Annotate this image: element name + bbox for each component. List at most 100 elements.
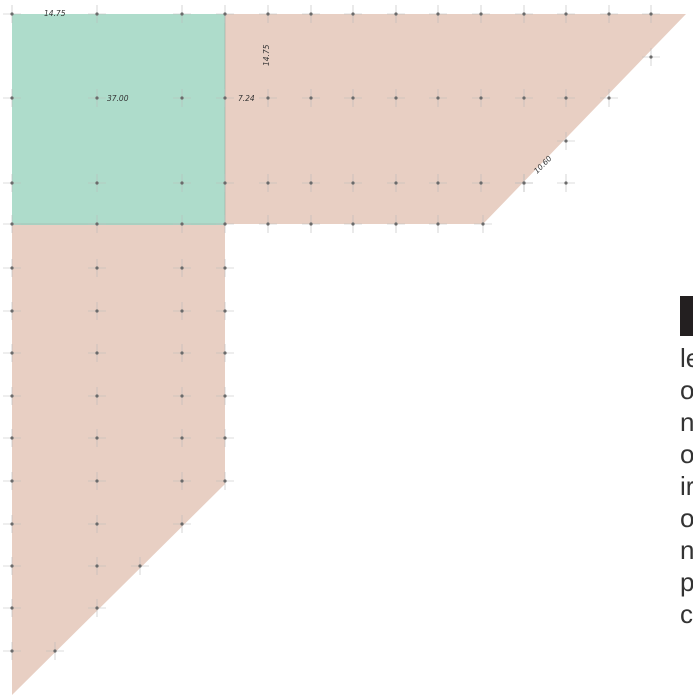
grid-node [131,557,149,575]
grid-node [474,215,492,233]
grid-node [173,344,191,362]
grid-node [216,344,234,362]
grid-node [387,5,405,23]
grid-node [216,215,234,233]
grid-node [259,5,277,23]
dimension-label-top-left: 14.75 [44,9,66,18]
side-text-line: le [680,343,693,373]
grid-node [88,344,106,362]
grid-node [173,259,191,277]
grid-node [88,174,106,192]
grid-node [344,215,362,233]
grid-node [259,215,277,233]
grid-node [173,472,191,490]
grid-node [3,302,21,320]
grid-node [173,215,191,233]
dimension-label-gap-width: 7.24 [238,94,255,103]
grid-node [387,89,405,107]
grid-node [46,642,64,660]
grid-node [216,302,234,320]
side-text-line: ir [680,471,693,501]
grid-node [515,5,533,23]
grid-node [88,302,106,320]
grid-node [88,515,106,533]
grid-node [88,387,106,405]
grid-node [3,599,21,617]
grid-node [3,557,21,575]
side-text-line: o [680,439,693,469]
grid-node [216,5,234,23]
grid-node [259,89,277,107]
grid-node [88,472,106,490]
grid-node [557,5,575,23]
grid-node [302,5,320,23]
grid-node [3,5,21,23]
grid-node [557,174,575,192]
grid-node [600,89,618,107]
grid-node [88,5,106,23]
grid-node [216,174,234,192]
grid-node [3,515,21,533]
grid-node [3,429,21,447]
grid-node [387,174,405,192]
grid-node [600,5,618,23]
side-text-line: n [680,407,693,437]
grid-node [173,515,191,533]
grid-node [3,174,21,192]
grid-node [429,89,447,107]
grid-node [88,599,106,617]
grid-node [173,429,191,447]
grid-node [88,259,106,277]
grid-node [387,215,405,233]
grid-node [3,387,21,405]
grid-node [302,89,320,107]
grid-node [642,48,660,66]
grid-node [173,89,191,107]
lower-wing-room[interactable] [12,224,225,695]
grid-node [472,89,490,107]
grid-node [259,174,277,192]
grid-node [3,215,21,233]
grid-node [216,472,234,490]
dimension-label-wing-height: 14.75 [262,44,271,66]
grid-node [88,215,106,233]
side-text-block: le o n o ir o n p c [680,296,693,630]
dimension-label-room-width: 37.00 [107,94,129,103]
grid-node [302,174,320,192]
grid-node [344,89,362,107]
grid-node [642,5,660,23]
side-text-line: n [680,535,693,565]
side-text-line: o [680,375,693,405]
grid-node [173,5,191,23]
grid-node [515,174,533,192]
grid-node [3,642,21,660]
side-text-heading-block [680,296,693,336]
grid-node [557,89,575,107]
grid-node [216,387,234,405]
grid-node [216,429,234,447]
grid-node [557,132,575,150]
grid-node [429,5,447,23]
grid-node [344,5,362,23]
upper-wing-room[interactable] [225,14,686,224]
grid-node [472,5,490,23]
grid-node [515,89,533,107]
grid-node [173,302,191,320]
grid-node [3,344,21,362]
grid-node [3,89,21,107]
corner-room[interactable] [12,14,225,225]
grid-node [302,215,320,233]
grid-node [173,174,191,192]
grid-node [429,174,447,192]
grid-node [88,557,106,575]
grid-node [472,174,490,192]
grid-node [3,472,21,490]
grid-node [216,259,234,277]
grid-node [88,89,106,107]
grid-node [3,259,21,277]
grid-node [173,387,191,405]
grid-node [216,89,234,107]
grid-node [88,429,106,447]
side-text-line: c [680,599,693,629]
